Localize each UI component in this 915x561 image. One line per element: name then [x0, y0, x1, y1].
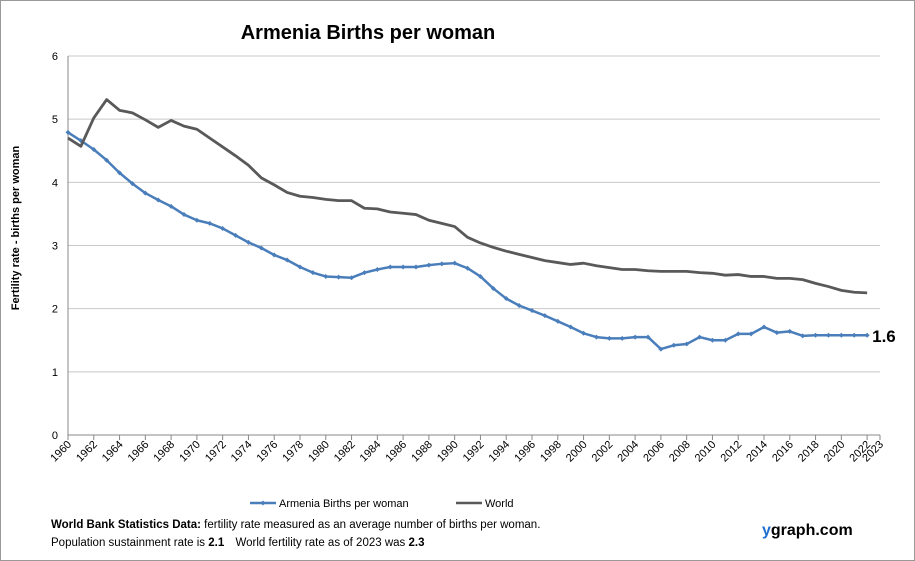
point-marker — [722, 337, 728, 343]
point-marker — [671, 342, 677, 348]
y-tick-label: 0 — [52, 430, 58, 442]
point-marker — [864, 332, 870, 338]
point-marker — [684, 341, 690, 347]
y-tick-label: 1 — [52, 367, 58, 379]
point-marker — [168, 203, 174, 209]
footer-bold: 2.1 — [208, 537, 225, 549]
footer-bold: 2.3 — [408, 537, 424, 549]
point-marker — [529, 308, 535, 314]
chart-title: Armenia Births per woman — [241, 22, 496, 44]
y-tick-label: 6 — [52, 51, 58, 63]
point-marker — [271, 252, 277, 258]
point-marker — [361, 270, 367, 276]
point-marker — [181, 212, 187, 218]
point-marker — [787, 328, 793, 334]
footer-bold: World Bank Statistics Data: — [51, 519, 201, 531]
point-marker — [581, 330, 587, 336]
point-marker — [452, 260, 458, 266]
point-marker — [387, 264, 393, 270]
point-marker — [465, 265, 471, 271]
point-marker — [400, 264, 406, 270]
point-marker — [503, 296, 509, 302]
point-marker — [194, 217, 200, 223]
legend-label: Armenia Births per woman — [279, 498, 409, 510]
point-marker — [593, 334, 599, 340]
point-marker — [606, 335, 612, 341]
point-marker — [65, 129, 71, 135]
point-marker — [632, 334, 638, 340]
watermark-text: graph.com — [771, 522, 853, 539]
y-axis-label: Fertility rate - births per woman — [10, 146, 22, 311]
point-marker — [129, 181, 135, 187]
point-marker — [851, 332, 857, 338]
point-marker — [658, 346, 664, 352]
point-marker — [142, 190, 148, 196]
watermark-accent: y — [762, 522, 771, 539]
point-marker — [813, 332, 819, 338]
point-marker — [748, 331, 754, 337]
point-marker — [349, 275, 355, 281]
y-tick-label: 5 — [52, 114, 58, 126]
point-marker — [838, 332, 844, 338]
point-marker — [774, 330, 780, 336]
point-marker — [336, 274, 342, 280]
series-line — [67, 98, 868, 295]
point-marker — [245, 239, 251, 245]
point-marker — [297, 264, 303, 270]
legend-marker — [260, 500, 266, 506]
point-marker — [117, 170, 123, 176]
legend-label: World — [485, 498, 514, 510]
point-marker — [439, 261, 445, 267]
point-marker — [220, 225, 226, 231]
y-tick-label: 3 — [52, 241, 58, 253]
footer-line-1: World Bank Statistics Data: fertility ra… — [51, 519, 540, 531]
point-marker — [542, 313, 548, 319]
footer-text: Population sustainment rate is — [51, 537, 205, 549]
point-marker — [426, 262, 432, 268]
point-marker — [645, 334, 651, 340]
footer-text: fertility rate measured as an average nu… — [204, 519, 540, 531]
point-marker — [490, 285, 496, 291]
point-marker — [516, 303, 522, 309]
point-marker — [735, 331, 741, 337]
point-marker — [709, 337, 715, 343]
footer-line-2: Population sustainment rate is 2.1 World… — [51, 537, 424, 549]
point-marker — [233, 232, 239, 238]
watermark: ygraph.com — [762, 522, 853, 539]
point-marker — [91, 146, 97, 152]
point-marker — [104, 157, 110, 163]
point-marker — [761, 324, 767, 330]
point-marker — [568, 324, 574, 330]
point-marker — [697, 334, 703, 340]
point-marker — [477, 273, 483, 279]
end-label: 1.6 — [872, 327, 896, 346]
point-marker — [155, 197, 161, 203]
point-marker — [825, 332, 831, 338]
point-marker — [258, 245, 264, 251]
point-marker — [800, 333, 806, 339]
footer-text: World fertility rate as of 2023 was — [235, 537, 405, 549]
point-marker — [413, 264, 419, 270]
point-marker — [374, 267, 380, 273]
point-marker — [207, 220, 213, 226]
point-marker — [619, 335, 625, 341]
y-tick-label: 4 — [52, 177, 58, 189]
point-marker — [555, 318, 561, 324]
point-marker — [310, 270, 316, 276]
point-marker — [323, 273, 329, 279]
point-marker — [284, 257, 290, 263]
y-tick-label: 2 — [52, 304, 58, 316]
